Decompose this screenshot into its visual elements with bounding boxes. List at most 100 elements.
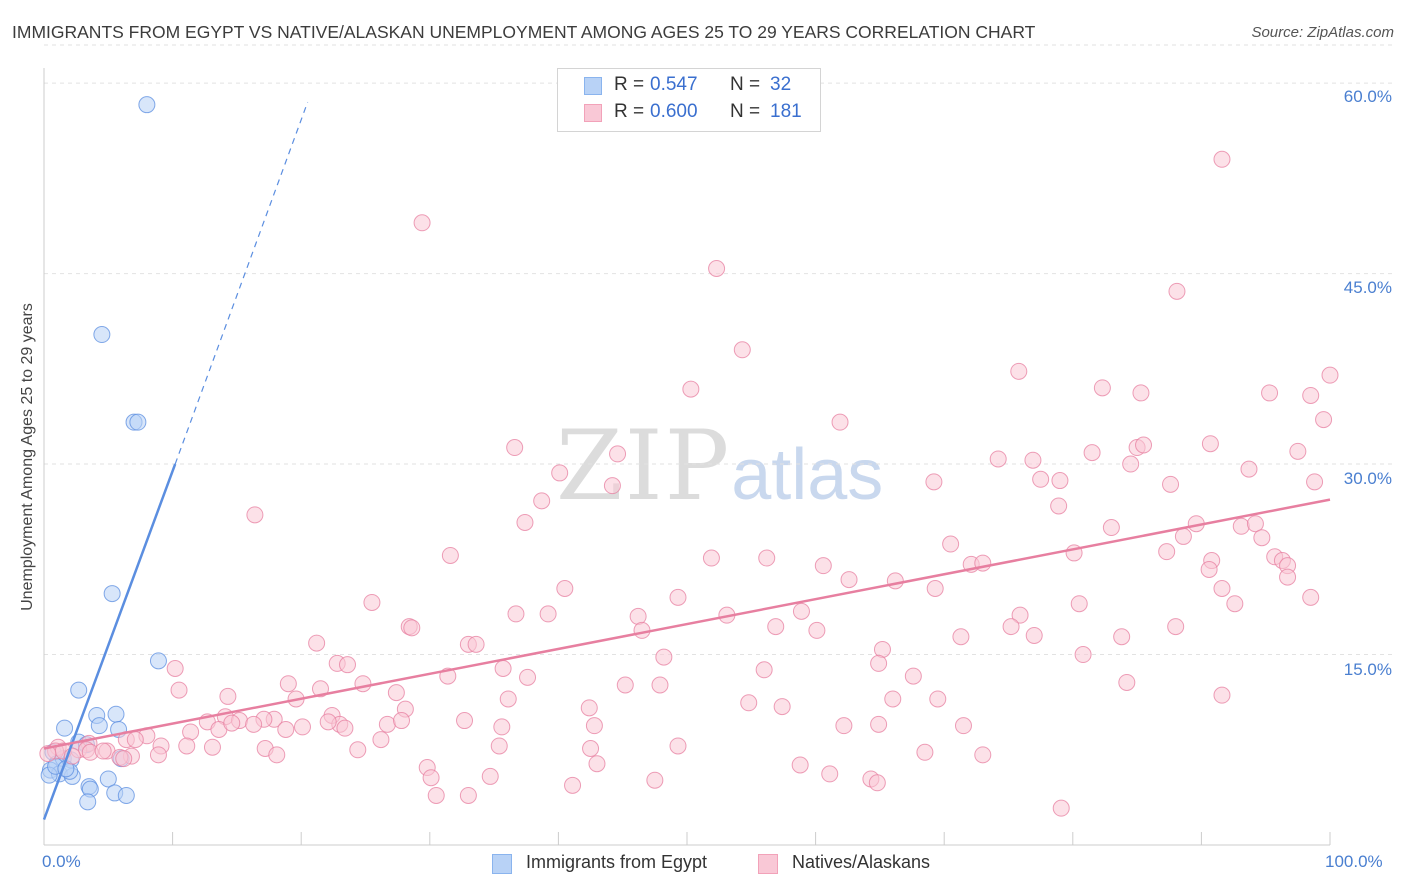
data-point-s0-9 [107, 705, 125, 723]
data-point-s0-7 [56, 719, 74, 737]
data-point-s1-4 [733, 341, 751, 359]
legend-label-egypt: Immigrants from Egypt [526, 852, 708, 872]
legend-swatch-egypt [492, 854, 512, 874]
data-point-s1-11 [1302, 386, 1320, 404]
r-value: 0.547 [650, 74, 698, 95]
data-point-s1-1 [413, 214, 431, 232]
trend-lines [42, 101, 1331, 821]
data-point-s1-86 [873, 640, 891, 658]
data-point-s0-27 [117, 786, 135, 804]
trend-line-s1 [43, 498, 1331, 750]
data-point-s1-73 [1167, 618, 1185, 636]
data-point-s1-25 [551, 464, 569, 482]
data-point-s1-109 [580, 699, 598, 717]
data-point-s1-44 [1158, 543, 1176, 561]
data-point-s1-42 [942, 535, 960, 553]
data-point-s1-28 [1051, 472, 1069, 490]
y-tick-label-30: 30.0% [1343, 469, 1392, 488]
data-point-s1-112 [884, 690, 902, 708]
data-points [39, 96, 1339, 817]
data-point-s1-94 [755, 661, 773, 679]
data-point-s1-69 [629, 607, 647, 625]
data-point-s1-71 [792, 602, 810, 620]
data-point-s1-166 [669, 737, 687, 755]
data-point-s1-63 [363, 593, 381, 611]
data-point-s1-103 [651, 676, 669, 694]
data-point-s0-3 [129, 413, 147, 431]
data-point-s1-66 [1302, 588, 1320, 606]
data-point-s1-77 [633, 621, 651, 639]
data-point-s1-18 [1201, 435, 1219, 453]
r-label: R = [614, 74, 645, 95]
y-tick-label-15: 15.0% [1343, 660, 1392, 679]
data-point-s1-14 [506, 439, 524, 457]
data-point-s1-102 [616, 676, 634, 694]
data-point-s1-111 [773, 698, 791, 716]
data-point-s1-130 [245, 715, 263, 733]
data-point-s1-95 [870, 654, 888, 672]
data-point-s1-100 [170, 681, 188, 699]
data-point-s1-20 [609, 445, 627, 463]
correlation-stats-box: R = 0.547 N = 32 R = 0.600 N = 181 [557, 68, 821, 132]
data-point-s1-124 [456, 712, 474, 730]
data-point-s1-15 [1083, 444, 1101, 462]
data-point-s1-93 [519, 668, 537, 686]
data-point-s0-0 [138, 96, 156, 114]
data-point-s1-168 [974, 746, 992, 764]
data-point-s1-132 [835, 717, 853, 735]
data-point-s1-79 [767, 618, 785, 636]
trend-line-extension-s0 [174, 101, 309, 465]
stats-swatch-egypt [584, 77, 602, 95]
data-point-s1-101 [311, 680, 329, 698]
y-axis-label: Unemployment Among Ages 25 to 29 years [19, 303, 36, 611]
data-point-s1-17 [1135, 436, 1153, 454]
data-point-s1-29 [1162, 475, 1180, 493]
data-point-s1-22 [1024, 451, 1042, 469]
data-point-s1-165 [582, 739, 600, 757]
data-point-s0-4 [103, 585, 121, 603]
data-point-s1-98 [354, 675, 372, 693]
legend-swatch-natives [758, 854, 778, 874]
data-point-s1-159 [268, 746, 286, 764]
data-point-s1-129 [336, 719, 354, 737]
x-tick-label-100: 100.0% [1325, 852, 1383, 871]
data-point-s1-32 [533, 492, 551, 510]
data-point-s1-126 [493, 718, 511, 736]
watermark-atlas: atlas [731, 435, 884, 515]
data-point-s1-122 [378, 715, 396, 733]
data-point-s1-110 [740, 694, 758, 712]
data-point-s1-133 [870, 715, 888, 733]
data-point-s1-139 [319, 713, 337, 731]
data-point-s1-72 [1011, 606, 1029, 624]
data-point-s1-174 [646, 771, 664, 789]
data-point-s1-90 [338, 656, 356, 674]
n-value: 181 [770, 101, 802, 122]
data-point-s1-19 [1289, 442, 1307, 460]
data-point-s0-12 [90, 717, 108, 735]
data-point-s1-30 [1306, 473, 1324, 491]
data-point-s1-33 [1050, 497, 1068, 515]
data-point-s1-53 [1200, 560, 1218, 578]
data-point-s1-147 [178, 737, 196, 755]
data-point-s1-113 [929, 690, 947, 708]
data-point-s1-0 [1213, 150, 1231, 168]
data-point-s1-177 [868, 774, 886, 792]
data-point-s1-179 [427, 786, 445, 804]
data-point-s1-161 [94, 742, 112, 760]
data-point-s1-47 [758, 549, 776, 567]
data-point-s1-23 [1122, 455, 1140, 473]
data-point-s1-40 [1253, 529, 1271, 547]
data-point-s1-108 [499, 690, 517, 708]
data-point-s1-181 [1052, 799, 1070, 817]
data-point-s1-64 [1070, 595, 1088, 613]
data-point-s1-65 [1226, 595, 1244, 613]
data-point-s1-169 [791, 756, 809, 774]
data-point-s1-58 [926, 579, 944, 597]
data-point-s1-59 [556, 579, 574, 597]
data-point-s1-170 [588, 755, 606, 773]
data-point-s1-163 [39, 745, 57, 763]
data-point-s1-62 [669, 588, 687, 606]
data-point-s1-104 [1118, 673, 1136, 691]
data-point-s1-36 [1102, 519, 1120, 537]
data-point-s1-35 [516, 513, 534, 531]
